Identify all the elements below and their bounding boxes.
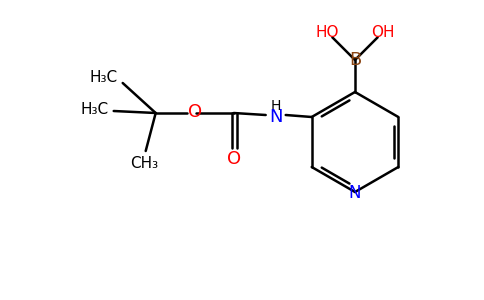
- Text: N: N: [349, 184, 361, 202]
- Text: N: N: [269, 108, 283, 126]
- Text: O: O: [188, 103, 202, 121]
- Text: O: O: [227, 150, 241, 168]
- Text: B: B: [349, 51, 361, 69]
- Text: CH₃: CH₃: [130, 155, 158, 170]
- Text: OH: OH: [371, 25, 394, 40]
- Text: H: H: [271, 99, 281, 113]
- Text: H₃C: H₃C: [81, 101, 109, 116]
- Text: H₃C: H₃C: [90, 70, 118, 86]
- Text: HO: HO: [316, 25, 339, 40]
